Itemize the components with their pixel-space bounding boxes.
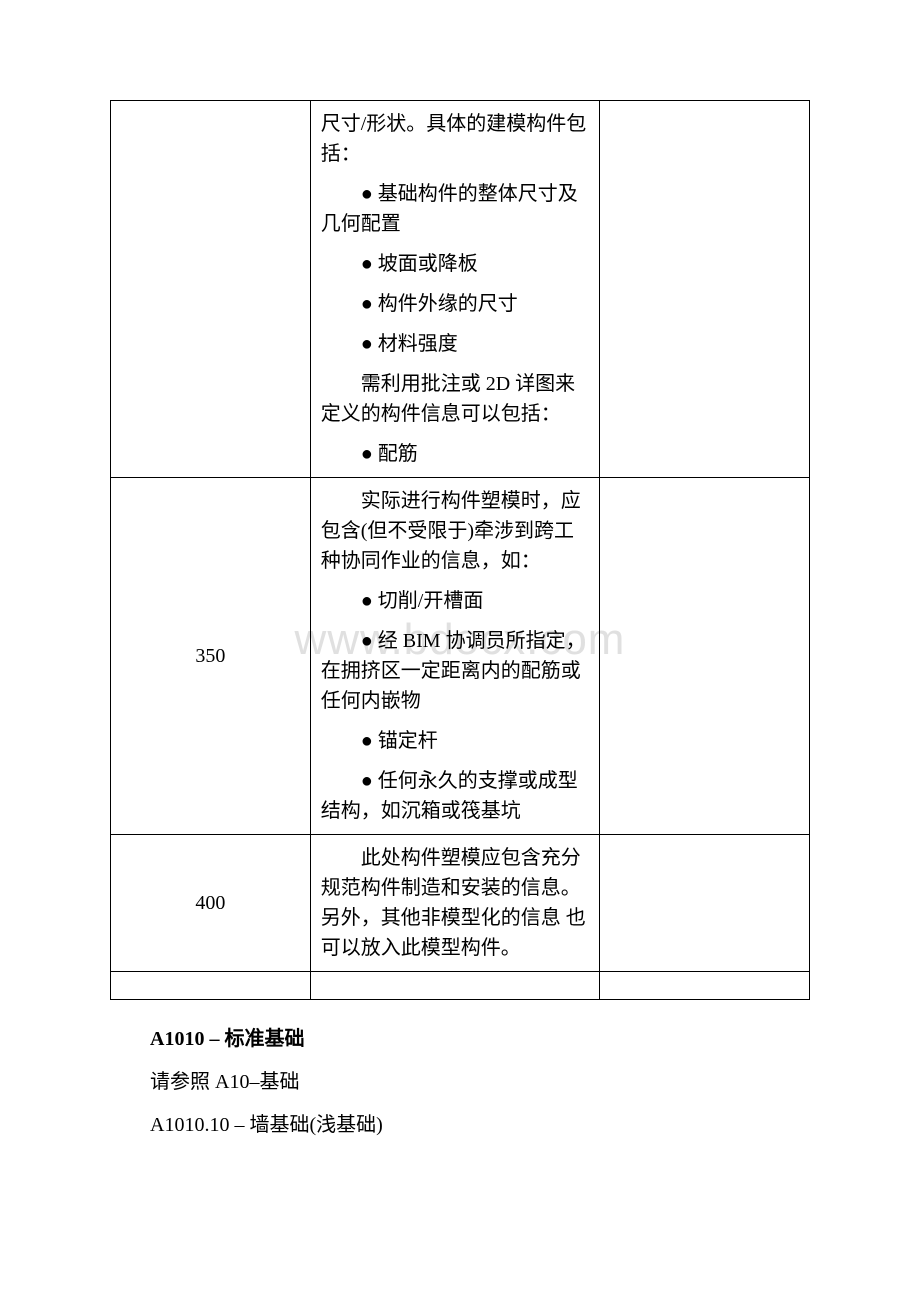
description-cell (310, 972, 600, 1000)
notes-cell (600, 972, 810, 1000)
level-cell (111, 101, 311, 478)
description-paragraph: ● 基础构件的整体尺寸及几何配置 (321, 179, 590, 239)
notes-cell (600, 478, 810, 835)
description-paragraph: ● 锚定杆 (321, 726, 590, 756)
level-cell: 350 (111, 478, 311, 835)
footer-line-2: A1010.10 – 墙基础(浅基础) (150, 1108, 810, 1137)
description-paragraph: ● 切削/开槽面 (321, 586, 590, 616)
description-paragraph: ● 任何永久的支撑或成型结构，如沉箱或筏基坑 (321, 766, 590, 826)
description-paragraph: ● 经 BIM 协调员所指定，在拥挤区一定距离内的配筋或任何内嵌物 (321, 626, 590, 716)
level-cell (111, 972, 311, 1000)
table-row: 尺寸/形状。具体的建模构件包括： ● 基础构件的整体尺寸及几何配置 ● 坡面或降板 ●… (111, 101, 810, 478)
description-paragraph: 尺寸/形状。具体的建模构件包括： (321, 109, 590, 169)
notes-cell (600, 835, 810, 972)
table-row: 350实际进行构件塑模时，应包含(但不受限于)牵涉到跨工种协同作业的信息，如： ●… (111, 478, 810, 835)
notes-cell (600, 101, 810, 478)
description-paragraph: ● 配筋 (321, 439, 590, 469)
spec-table: 尺寸/形状。具体的建模构件包括： ● 基础构件的整体尺寸及几何配置 ● 坡面或降板 ●… (110, 100, 810, 1000)
description-cell: 尺寸/形状。具体的建模构件包括： ● 基础构件的整体尺寸及几何配置 ● 坡面或降板 ●… (310, 101, 600, 478)
description-paragraph: 需利用批注或 2D 详图来定义的构件信息可以包括： (321, 369, 590, 429)
description-cell: 此处构件塑模应包含充分规范构件制造和安装的信息。另外，其他非模型化的信息 也可以… (310, 835, 600, 972)
description-paragraph: 此处构件塑模应包含充分规范构件制造和安装的信息。另外，其他非模型化的信息 也可以… (321, 843, 590, 963)
footer-section: A1010 – 标准基础 请参照 A10–基础 A1010.10 – 墙基础(浅… (110, 1022, 810, 1137)
description-cell: 实际进行构件塑模时，应包含(但不受限于)牵涉到跨工种协同作业的信息，如： ● 切削… (310, 478, 600, 835)
level-cell: 400 (111, 835, 311, 972)
description-paragraph: ● 构件外缘的尺寸 (321, 289, 590, 319)
table-row (111, 972, 810, 1000)
description-paragraph: ● 坡面或降板 (321, 249, 590, 279)
description-paragraph: ● 材料强度 (321, 329, 590, 359)
table-row: 400此处构件塑模应包含充分规范构件制造和安装的信息。另外，其他非模型化的信息 … (111, 835, 810, 972)
footer-line-1: 请参照 A10–基础 (150, 1065, 810, 1094)
section-heading: A1010 – 标准基础 (150, 1022, 810, 1051)
description-paragraph: 实际进行构件塑模时，应包含(但不受限于)牵涉到跨工种协同作业的信息，如： (321, 486, 590, 576)
